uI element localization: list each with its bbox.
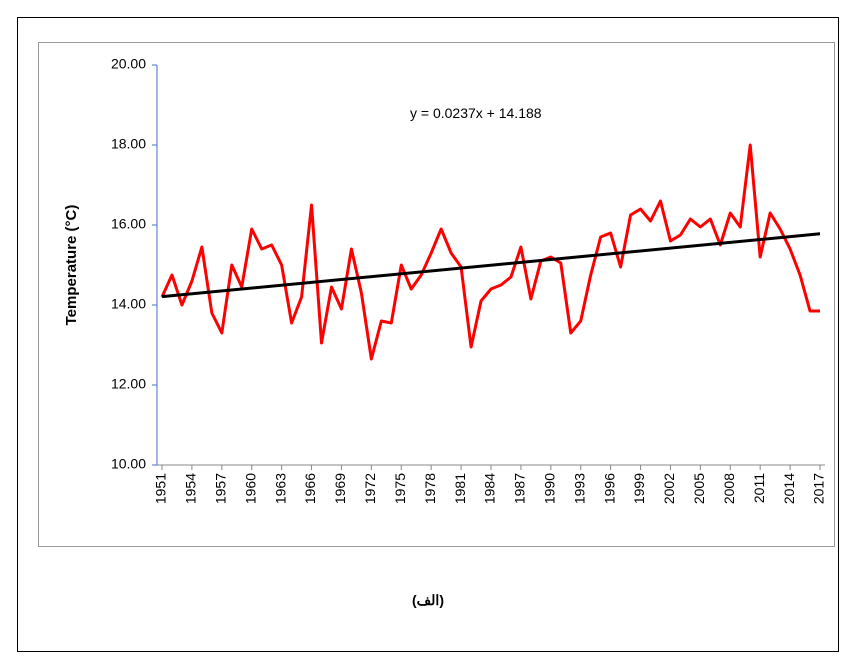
- trend-equation: y = 0.0237x + 14.188: [410, 105, 542, 121]
- x-tick-label: 1960: [242, 473, 258, 504]
- x-tick-label: 2017: [811, 473, 827, 504]
- x-tick-label: 1987: [512, 473, 528, 504]
- x-tick-label: 2005: [691, 473, 707, 504]
- x-tick-label: 2008: [721, 473, 737, 504]
- x-tick-label: 1996: [601, 473, 617, 504]
- x-tick-label: 1972: [362, 473, 378, 504]
- y-axis-label: Temperature (°C): [63, 205, 80, 326]
- y-tick-label: 12.00: [111, 376, 146, 392]
- x-tick-label: 2014: [781, 473, 797, 504]
- y-tick-label: 10.00: [111, 456, 146, 472]
- x-tick-label: 1966: [302, 473, 318, 504]
- x-tick-label: 1975: [392, 473, 408, 504]
- x-tick-label: 1990: [542, 473, 558, 504]
- x-tick-label: 1981: [452, 473, 468, 504]
- x-tick-label: 2011: [751, 473, 767, 503]
- x-tick-label: 2002: [661, 473, 677, 504]
- x-tick-label: 1969: [332, 473, 348, 504]
- x-tick-label: 1984: [482, 473, 498, 504]
- x-tick-label: 1993: [571, 473, 587, 504]
- x-tick-label: 1963: [272, 473, 288, 504]
- trend-line: [161, 232, 821, 299]
- y-tick-label: 16.00: [111, 216, 146, 232]
- x-tick-label: 1954: [183, 473, 199, 504]
- temperature-line: [160, 143, 820, 361]
- x-tick-label: 1978: [422, 473, 438, 504]
- y-tick-label: 20.00: [111, 56, 146, 72]
- y-tick-label: 14.00: [111, 296, 146, 312]
- y-tick-label: 18.00: [111, 136, 146, 152]
- x-tick-label: 1999: [631, 473, 647, 504]
- caption: (الف): [412, 592, 444, 608]
- x-tick-label: 1957: [213, 473, 229, 504]
- x-tick-label: 1951: [153, 473, 169, 504]
